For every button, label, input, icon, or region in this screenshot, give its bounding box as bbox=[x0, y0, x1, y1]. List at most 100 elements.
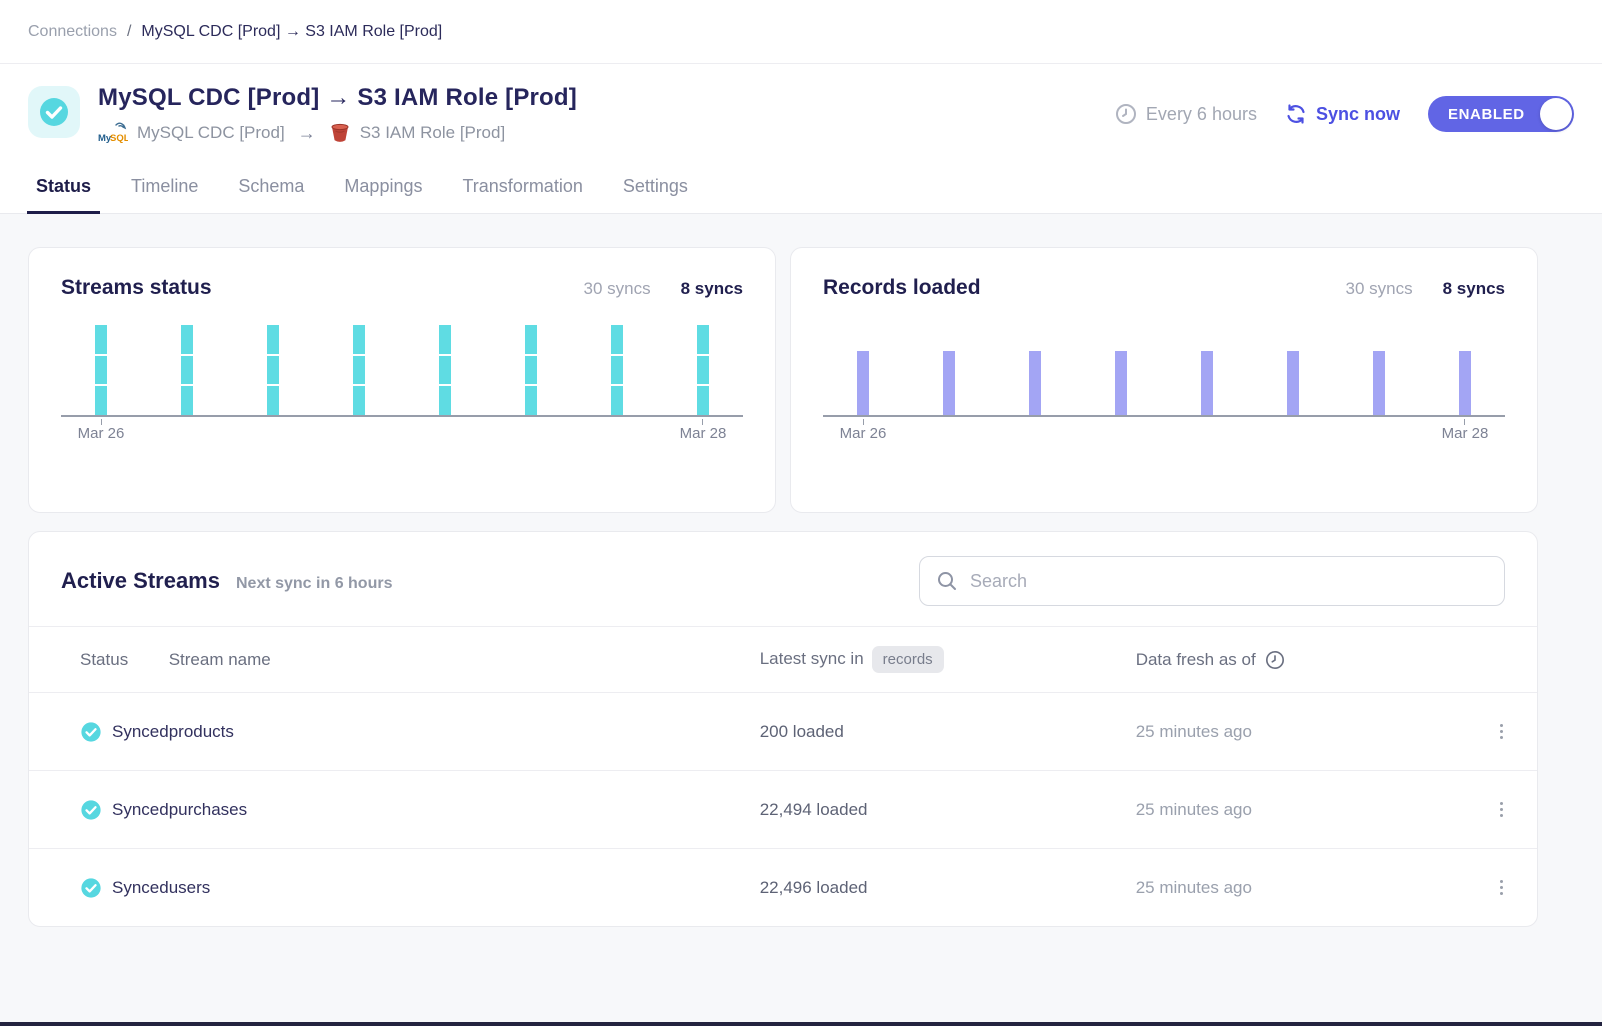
data-freshness: 25 minutes ago bbox=[1135, 721, 1252, 741]
chart-bar bbox=[611, 325, 623, 416]
axis-tick bbox=[702, 419, 703, 425]
axis-tick bbox=[1464, 419, 1465, 425]
streams-status-card: Streams status 30 syncs 8 syncs Mar 26 M… bbox=[28, 247, 776, 513]
legend-8-syncs[interactable]: 8 syncs bbox=[1442, 279, 1505, 298]
status-badge: Synced bbox=[112, 877, 169, 897]
chart-bar bbox=[1201, 351, 1213, 415]
page-title: MySQL CDC [Prod] → S3 IAM Role [Prod] bbox=[98, 84, 577, 111]
svg-text:SQL: SQL bbox=[110, 133, 128, 144]
status-badge: Synced bbox=[112, 721, 169, 741]
tab-status[interactable]: Status bbox=[27, 170, 101, 214]
chart-bar bbox=[525, 325, 537, 416]
enabled-toggle-label: ENABLED bbox=[1448, 105, 1525, 123]
breadcrumb-connections-link[interactable]: Connections bbox=[28, 22, 117, 40]
data-freshness: 25 minutes ago bbox=[1135, 877, 1252, 897]
chart-bar bbox=[1373, 351, 1385, 415]
mysql-logo-icon: My SQL bbox=[98, 122, 128, 144]
records-loaded: 22,496 loaded bbox=[759, 877, 868, 897]
s3-bucket-icon bbox=[331, 123, 349, 142]
table-header-row: Status Stream name Latest sync in records… bbox=[29, 626, 1537, 693]
kebab-menu-icon[interactable] bbox=[1465, 720, 1537, 743]
sync-now-button[interactable]: Sync now bbox=[1285, 103, 1400, 125]
table-row-users[interactable]: Synced users 22,496 loaded 25 minutes ag… bbox=[29, 849, 1537, 927]
schedule-label: Every 6 hours bbox=[1145, 103, 1257, 124]
column-header-latest-sync: Latest sync in records bbox=[760, 627, 1136, 693]
check-circle-icon bbox=[40, 98, 68, 126]
legend-30-syncs[interactable]: 30 syncs bbox=[583, 279, 651, 298]
connection-status-tile bbox=[28, 86, 80, 138]
streams-status-chart: Mar 26 Mar 28 bbox=[61, 325, 743, 442]
enabled-toggle[interactable]: ENABLED bbox=[1428, 96, 1574, 132]
column-header-status: Status bbox=[80, 649, 129, 669]
chart-bar bbox=[267, 325, 279, 416]
records-loaded-title: Records loaded bbox=[823, 276, 981, 299]
x-axis-label-first: Mar 26 bbox=[77, 425, 125, 442]
toggle-knob bbox=[1540, 98, 1572, 130]
x-axis-label-last: Mar 28 bbox=[679, 425, 727, 442]
kebab-menu-icon[interactable] bbox=[1465, 876, 1537, 899]
x-axis-label-last: Mar 28 bbox=[1441, 425, 1489, 442]
chart-bar bbox=[95, 325, 107, 416]
stream-name: products bbox=[168, 721, 234, 741]
chart-bar bbox=[181, 325, 193, 416]
clock-icon bbox=[1265, 650, 1284, 669]
next-sync-label: Next sync in 6 hours bbox=[235, 575, 393, 592]
stream-name: purchases bbox=[168, 799, 248, 819]
search-input[interactable] bbox=[970, 570, 1488, 592]
chart-bar bbox=[1459, 351, 1471, 415]
table-row-purchases[interactable]: Synced purchases 22,494 loaded 25 minute… bbox=[29, 771, 1537, 849]
refresh-icon bbox=[1287, 104, 1305, 124]
sync-schedule: Every 6 hours bbox=[1115, 103, 1257, 125]
status-badge: Synced bbox=[112, 799, 169, 819]
clock-icon bbox=[1115, 104, 1136, 124]
records-unit-badge[interactable]: records bbox=[871, 646, 944, 673]
destination-name: S3 IAM Role [Prod] bbox=[359, 123, 506, 142]
records-loaded-chart: Mar 26 Mar 28 bbox=[823, 326, 1505, 442]
active-streams-card: Active Streams Next sync in 6 hours Stat… bbox=[28, 531, 1538, 927]
records-loaded: 200 loaded bbox=[759, 721, 844, 741]
active-streams-title: Active Streams bbox=[61, 568, 220, 593]
connection-header: MySQL CDC [Prod] → S3 IAM Role [Prod] My… bbox=[0, 64, 1602, 152]
tab-mappings[interactable]: Mappings bbox=[344, 176, 423, 196]
connection-subtitle: My SQL MySQL CDC [Prod] → S3 IAM Role [P… bbox=[98, 122, 577, 145]
source-to-destination-arrow: → bbox=[297, 122, 316, 143]
table-row-products[interactable]: Synced products 200 loaded 25 minutes ag… bbox=[29, 693, 1537, 771]
kebab-menu-icon[interactable] bbox=[1465, 798, 1537, 821]
chart-bar bbox=[697, 325, 709, 416]
bar-group bbox=[823, 326, 1505, 417]
source-name: MySQL CDC [Prod] bbox=[137, 123, 285, 142]
tab-timeline[interactable]: Timeline bbox=[131, 176, 199, 196]
chart-bar bbox=[1287, 351, 1299, 415]
check-circle-icon bbox=[81, 877, 101, 898]
chart-bar bbox=[353, 325, 365, 416]
sync-now-label: Sync now bbox=[1315, 103, 1400, 124]
chart-bar bbox=[857, 351, 869, 415]
legend-30-syncs[interactable]: 30 syncs bbox=[1345, 279, 1413, 298]
tab-schema[interactable]: Schema bbox=[238, 176, 305, 196]
stream-name: users bbox=[168, 877, 211, 897]
data-freshness: 25 minutes ago bbox=[1135, 799, 1252, 819]
tab-transformation[interactable]: Transformation bbox=[462, 176, 583, 196]
breadcrumb-separator: / bbox=[126, 22, 132, 40]
records-loaded: 22,494 loaded bbox=[759, 799, 868, 819]
column-header-data-fresh: Data fresh as of bbox=[1136, 627, 1465, 693]
chart-bar bbox=[1115, 351, 1127, 415]
axis-tick bbox=[101, 419, 102, 425]
chart-bar bbox=[1029, 351, 1041, 415]
legend-8-syncs[interactable]: 8 syncs bbox=[680, 279, 743, 298]
check-circle-icon bbox=[81, 799, 101, 820]
chart-bar bbox=[943, 351, 955, 415]
svg-text:My: My bbox=[98, 133, 112, 144]
check-circle-icon bbox=[81, 721, 101, 742]
tab-settings[interactable]: Settings bbox=[622, 176, 688, 196]
streams-table: Status Stream name Latest sync in records… bbox=[29, 626, 1537, 926]
bottom-edge-bar bbox=[0, 1022, 1602, 1026]
breadcrumb: Connections / MySQL CDC [Prod] → S3 IAM … bbox=[0, 0, 1602, 64]
records-loaded-card: Records loaded 30 syncs 8 syncs Mar 26 M… bbox=[790, 247, 1538, 513]
stream-search bbox=[919, 556, 1505, 606]
bar-group bbox=[61, 325, 743, 417]
tab-bar: Status Timeline Schema Mappings Transfor… bbox=[0, 152, 1602, 214]
search-icon bbox=[938, 572, 956, 590]
column-header-stream-name: Stream name bbox=[168, 649, 271, 669]
breadcrumb-current: MySQL CDC [Prod] → S3 IAM Role [Prod] bbox=[141, 22, 443, 40]
